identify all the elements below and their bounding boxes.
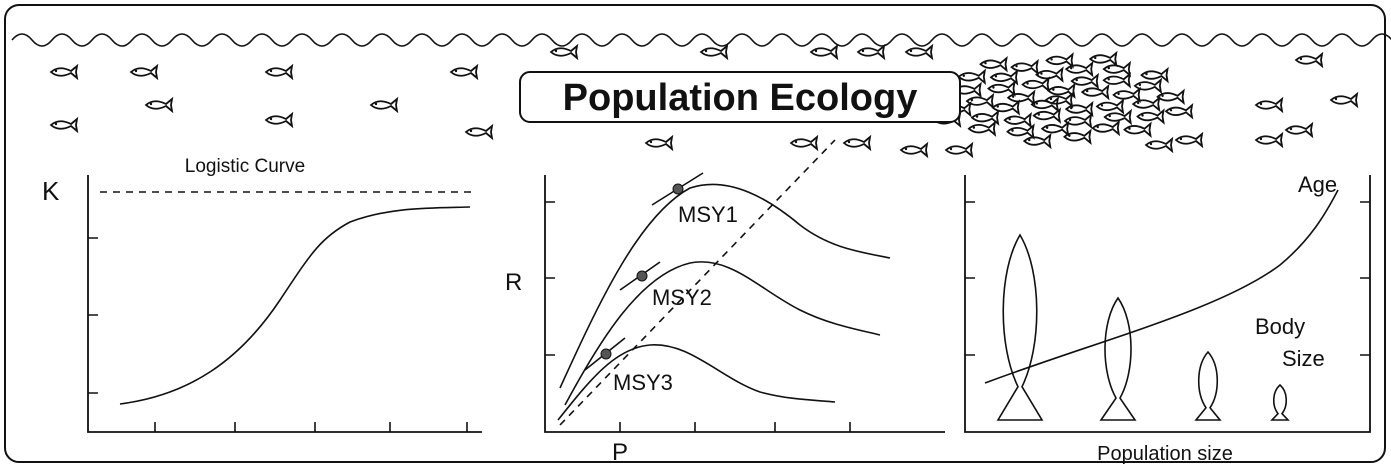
msy-point	[601, 349, 611, 359]
fish-icon	[1286, 124, 1312, 136]
y-label: R	[505, 269, 522, 296]
fish-icon	[701, 46, 727, 58]
illustration: Population Ecology Logistic Curve K R P …	[0, 0, 1391, 468]
x-label: P	[612, 439, 628, 466]
fish-icon	[1097, 100, 1123, 112]
fish-icon	[1093, 122, 1119, 134]
fish-icon	[981, 58, 1007, 70]
fish-icon	[266, 66, 292, 78]
fish-icon	[1166, 105, 1192, 117]
fish-icon	[371, 99, 397, 111]
fish-outline	[998, 235, 1042, 420]
fish-icon	[791, 137, 817, 149]
fish-icon	[1138, 111, 1164, 123]
fish-icon	[1176, 134, 1202, 146]
fish-icon	[451, 66, 477, 78]
msy-line	[560, 140, 835, 425]
fish-icon	[1072, 75, 1098, 87]
fish-icon	[266, 114, 292, 126]
ticks	[88, 238, 467, 432]
fish-icon	[1023, 79, 1049, 91]
msy-point	[637, 271, 647, 281]
fish-outline	[1272, 385, 1288, 420]
fish-icon	[1114, 89, 1140, 101]
logistic-curve	[120, 207, 470, 404]
fish-icon	[901, 144, 927, 156]
msy-panel: R P MSY1 MSY2 MSY3	[505, 140, 945, 466]
point-label: MSY1	[678, 202, 738, 227]
fish-icon	[1007, 126, 1033, 138]
fish-outline	[1196, 352, 1220, 420]
fish-icon	[906, 46, 932, 58]
curve-label: Age	[1298, 172, 1337, 197]
fish-label: Body	[1255, 314, 1305, 339]
ticks	[545, 202, 850, 432]
fish-icon	[946, 144, 972, 156]
y-label: K	[42, 176, 60, 206]
fish-icon	[1047, 54, 1073, 66]
fish-icon	[646, 137, 672, 149]
fish-icon	[146, 99, 172, 111]
fish-icon	[1034, 110, 1060, 122]
point-label: MSY2	[652, 285, 712, 310]
axes	[88, 175, 482, 432]
fish-icon	[1024, 135, 1050, 147]
fish-icon	[466, 126, 492, 138]
fish-icon	[1124, 124, 1150, 136]
fish-outline	[1101, 298, 1135, 420]
msy-point	[673, 184, 683, 194]
fish-icon	[991, 71, 1017, 83]
title: Population Ecology	[563, 77, 918, 119]
ticks	[965, 202, 1370, 355]
panel-title: Logistic Curve	[185, 156, 305, 177]
fish-icon	[1256, 99, 1282, 111]
yield-curve	[558, 345, 835, 420]
fish-icon	[858, 46, 884, 58]
fish-icon	[1005, 114, 1031, 126]
fish-icon	[1090, 53, 1116, 65]
fish-label: Size	[1282, 346, 1325, 371]
axes	[545, 175, 945, 432]
fish-icon	[972, 112, 998, 124]
water-surface	[12, 34, 1391, 46]
x-label: Population size	[1097, 443, 1233, 465]
fish-icon	[1142, 69, 1168, 81]
fish-icon	[1012, 61, 1038, 73]
point-label: MSY3	[613, 370, 673, 395]
logistic-panel: Logistic Curve K	[42, 156, 482, 432]
fish-icon	[969, 123, 995, 135]
fish-icon	[1046, 94, 1072, 106]
fish-icon	[131, 66, 157, 78]
fish-icon	[959, 71, 985, 83]
fish-icon	[1042, 123, 1068, 135]
fish-icon	[1036, 69, 1062, 81]
fish-icon	[1104, 74, 1130, 86]
fish-icon	[844, 137, 870, 149]
fish-icon	[1256, 134, 1282, 146]
fish-icon	[1296, 54, 1322, 66]
fish-icon	[51, 119, 77, 131]
fish-icon	[811, 46, 837, 58]
fish-icon	[1146, 139, 1172, 151]
age-size-panel: Age Body Size Population size	[965, 172, 1370, 465]
fish-icon	[551, 46, 577, 58]
fish-icon	[988, 83, 1014, 95]
fish-icon	[51, 66, 77, 78]
fish-icon	[1331, 94, 1357, 106]
fish-icon	[1105, 111, 1131, 123]
fish-icon	[1082, 86, 1108, 98]
